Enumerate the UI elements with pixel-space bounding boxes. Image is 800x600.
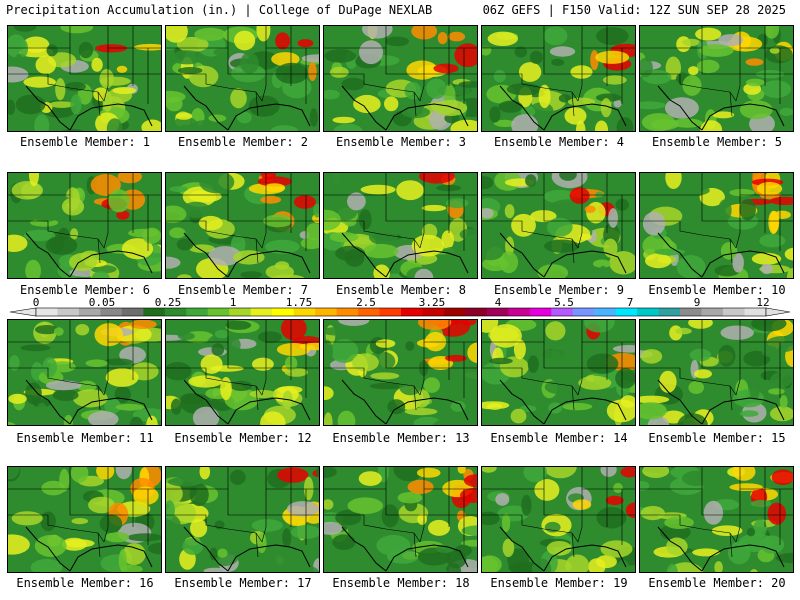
ensemble-member-map [165,466,320,573]
page-title: Precipitation Accumulation (in.) | Colle… [6,3,433,17]
scale-swatch [701,308,724,316]
ensemble-member-label: Ensemble Member: 1 [19,135,151,149]
ensemble-member-label: Ensemble Member: 2 [177,135,309,149]
ensemble-member-map [165,25,320,132]
ensemble-member-label: Ensemble Member: 10 [648,283,786,297]
ensemble-member-map [165,172,320,279]
ensemble-member-label: Ensemble Member: 11 [16,431,154,445]
scale-swatch [164,308,187,316]
ensemble-member-label: Ensemble Member: 5 [651,135,783,149]
scale-tick-label: 12 [756,296,769,309]
scale-swatch [229,308,252,316]
ensemble-member-map [7,466,162,573]
model-run-info: 06Z GEFS | F150 Valid: 12Z SUN SEP 28 20… [482,3,786,17]
scale-swatch [658,308,681,316]
ensemble-member-label: Ensemble Member: 17 [174,576,312,590]
ensemble-member-label: Ensemble Member: 4 [493,135,625,149]
ensemble-member-label: Ensemble Member: 9 [493,283,625,297]
scale-tick-label: 0 [33,296,40,309]
scale-swatch [36,308,58,316]
scale-max-arrow [765,307,791,317]
scale-swatch [486,308,509,316]
scale-swatch [143,308,166,316]
ensemble-member-map [639,172,794,279]
scale-tick-label: 7 [627,296,634,309]
ensemble-member-map [481,172,636,279]
ensemble-member-map [639,319,794,426]
ensemble-member-map [323,172,478,279]
ensemble-member-label: Ensemble Member: 18 [332,576,470,590]
scale-tick-label: 0.25 [155,296,182,309]
scale-swatch [100,308,123,316]
scale-tick-label: 2.5 [356,296,376,309]
scale-swatch [121,308,144,316]
scale-swatch [637,308,659,316]
scale-swatch [207,308,230,316]
scale-swatch [272,308,294,316]
ensemble-member-label: Ensemble Member: 16 [16,576,154,590]
ensemble-member-label: Ensemble Member: 3 [335,135,467,149]
scale-tick-label: 0.05 [89,296,116,309]
scale-swatch [465,308,488,316]
scale-swatch [293,308,316,316]
scale-swatch [186,308,209,316]
ensemble-member-label: Ensemble Member: 8 [335,283,467,297]
scale-swatch [358,308,380,316]
ensemble-member-map [323,319,478,426]
ensemble-member-map [481,319,636,426]
ensemble-member-map [323,25,478,132]
ensemble-member-map [7,25,162,132]
ensemble-member-label: Ensemble Member: 19 [490,576,628,590]
scale-swatch [443,308,466,316]
scale-swatch [401,308,423,316]
ensemble-member-label: Ensemble Member: 13 [332,431,470,445]
ensemble-member-map [7,172,162,279]
precipitation-color-scale: 0 0.05 0.25 1 1.75 2.5 3.25 4 5.5 7 9 12 [9,296,791,317]
ensemble-member-label: Ensemble Member: 14 [490,431,628,445]
scale-swatch [594,308,617,316]
scale-tick-label: 4 [495,296,502,309]
ensemble-member-map [639,466,794,573]
scale-swatch [551,308,574,316]
scale-swatch [529,308,552,316]
scale-tick-label: 1 [230,296,237,309]
ensemble-member-label: Ensemble Member: 12 [174,431,312,445]
ensemble-member-map [639,25,794,132]
ensemble-member-label: Ensemble Member: 7 [177,283,309,297]
scale-swatch [336,308,359,316]
ensemble-member-map [323,466,478,573]
scale-tick-label: 5.5 [554,296,574,309]
scale-swatch [744,308,767,316]
scale-swatch [78,308,101,316]
scale-min-arrow [9,307,37,317]
ensemble-member-label: Ensemble Member: 6 [19,283,151,297]
scale-swatch [615,308,638,316]
scale-swatch [315,308,337,316]
ensemble-member-map [481,25,636,132]
scale-swatch [680,308,702,316]
scale-swatch [422,308,445,316]
scale-tick-label: 1.75 [286,296,313,309]
scale-swatch [250,308,273,316]
ensemble-member-map [481,466,636,573]
scale-swatch [572,308,595,316]
ensemble-member-label: Ensemble Member: 15 [648,431,786,445]
scale-swatch [508,308,531,316]
scale-swatch [723,308,745,316]
ensemble-member-map [7,319,162,426]
scale-swatch [57,308,80,316]
ensemble-member-map [165,319,320,426]
ensemble-member-label: Ensemble Member: 20 [648,576,786,590]
scale-swatch [379,308,402,316]
scale-tick-label: 9 [694,296,701,309]
scale-tick-label: 3.25 [419,296,446,309]
